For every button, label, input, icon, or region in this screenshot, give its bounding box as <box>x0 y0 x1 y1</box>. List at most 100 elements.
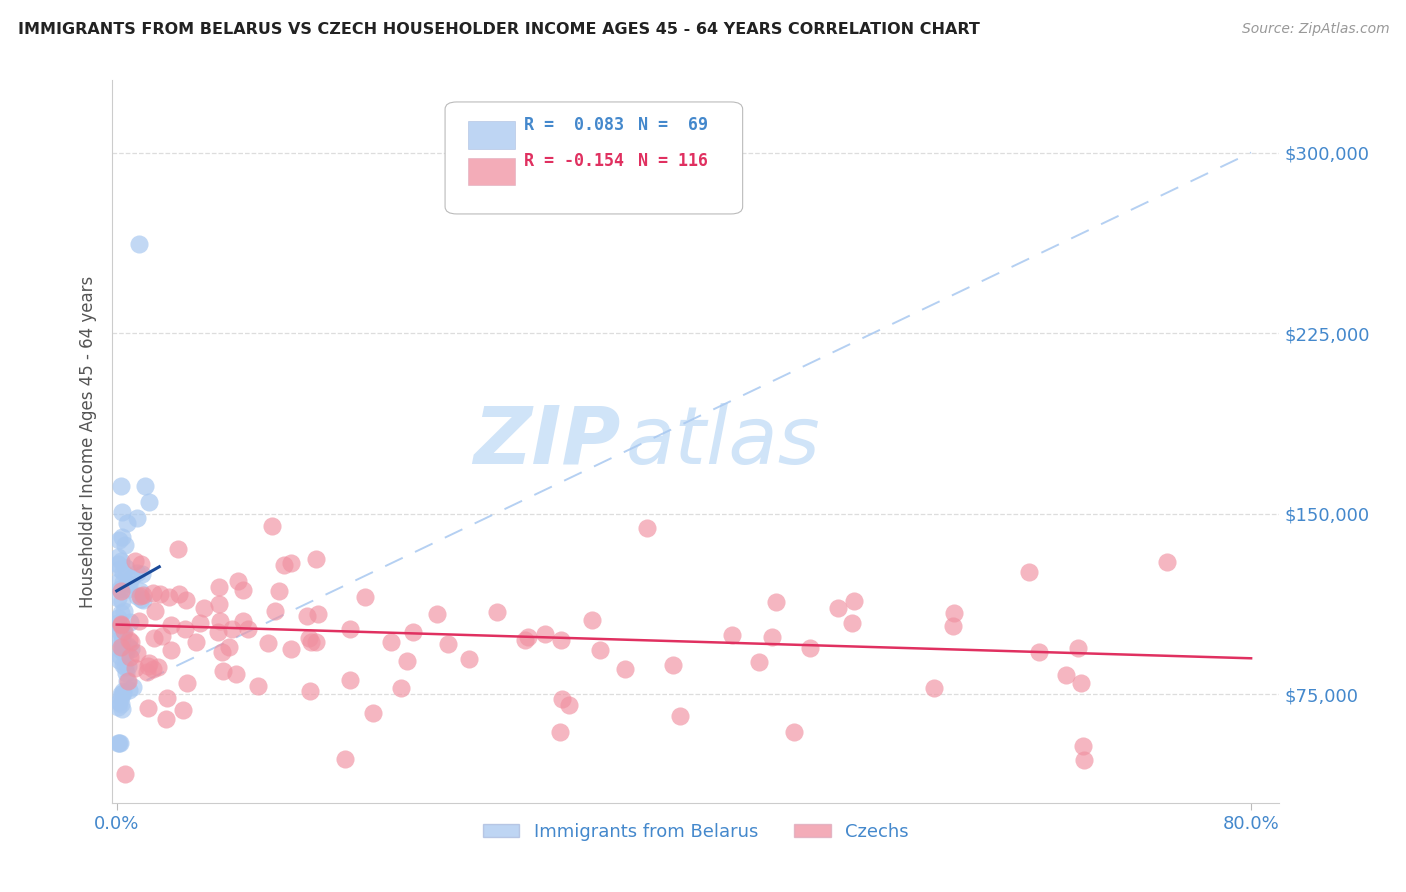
Point <box>299 683 322 698</box>
Point <box>117 582 139 597</box>
Point <box>111 632 134 646</box>
Point <box>280 641 302 656</box>
Point <box>827 601 849 615</box>
Point <box>110 478 132 492</box>
Point <box>111 594 134 608</box>
Point <box>155 712 177 726</box>
Point <box>121 680 143 694</box>
Point <box>120 635 142 649</box>
Point <box>380 635 402 649</box>
Point <box>117 640 139 654</box>
Point <box>339 673 361 688</box>
Point <box>207 624 229 639</box>
Point <box>783 724 806 739</box>
Point <box>124 660 146 674</box>
Point <box>515 633 537 648</box>
Point <box>589 643 612 657</box>
Point <box>110 643 132 657</box>
Point <box>110 554 132 568</box>
Point <box>134 479 156 493</box>
Point <box>159 643 181 657</box>
Point <box>226 574 249 588</box>
Point <box>841 615 863 630</box>
Point <box>264 604 287 618</box>
Point <box>761 630 783 644</box>
Point <box>273 558 295 573</box>
Point <box>148 659 170 673</box>
Text: IMMIGRANTS FROM BELARUS VS CZECH HOUSEHOLDER INCOME AGES 45 - 64 YEARS CORRELATI: IMMIGRANTS FROM BELARUS VS CZECH HOUSEHO… <box>18 22 980 37</box>
Point <box>110 687 132 701</box>
Point <box>108 653 131 667</box>
Point <box>132 593 155 607</box>
Point <box>108 695 131 709</box>
Point <box>110 697 132 711</box>
Point <box>110 618 132 632</box>
Point <box>127 566 149 580</box>
Text: atlas: atlas <box>626 402 821 481</box>
Point <box>581 613 603 627</box>
Point <box>111 634 134 648</box>
Point <box>173 703 195 717</box>
Point <box>232 582 254 597</box>
Point <box>437 637 460 651</box>
Point <box>118 615 141 629</box>
Point <box>225 666 247 681</box>
Point <box>115 665 138 680</box>
Point <box>112 646 135 660</box>
Point <box>118 649 141 664</box>
Point <box>131 567 153 582</box>
Point <box>136 701 159 715</box>
FancyBboxPatch shape <box>468 121 515 149</box>
Point <box>922 681 945 695</box>
Point <box>176 592 198 607</box>
Point <box>107 575 129 590</box>
Point <box>111 530 134 544</box>
Point <box>111 701 134 715</box>
Point <box>150 629 173 643</box>
Point <box>208 581 231 595</box>
Point <box>117 659 139 673</box>
Point <box>125 590 148 604</box>
Point <box>110 582 132 597</box>
Point <box>128 237 150 252</box>
Point <box>110 606 132 620</box>
Point <box>1071 739 1094 753</box>
Point <box>108 620 131 634</box>
Point <box>136 658 159 673</box>
Point <box>333 752 356 766</box>
Point <box>221 622 243 636</box>
Point <box>298 632 321 646</box>
Point <box>107 533 129 547</box>
Point <box>636 521 658 535</box>
Text: R =  0.083: R = 0.083 <box>524 116 624 134</box>
Point <box>1156 555 1178 569</box>
Point <box>110 583 132 598</box>
Point <box>517 630 540 644</box>
Point <box>169 587 191 601</box>
Point <box>236 622 259 636</box>
Point <box>118 682 141 697</box>
Point <box>942 606 965 620</box>
Point <box>117 575 139 590</box>
Point <box>550 633 572 648</box>
Point <box>142 586 165 600</box>
Point <box>112 657 135 672</box>
Point <box>260 519 283 533</box>
Point <box>132 588 155 602</box>
Point <box>149 587 172 601</box>
Point <box>156 691 179 706</box>
Point <box>127 511 149 525</box>
Point <box>108 735 131 749</box>
Point <box>128 584 150 599</box>
Point <box>305 635 328 649</box>
Point <box>212 664 235 678</box>
Text: R = -0.154: R = -0.154 <box>524 153 624 170</box>
Legend: Immigrants from Belarus, Czechs: Immigrants from Belarus, Czechs <box>477 815 915 848</box>
Point <box>131 591 153 606</box>
Point <box>558 698 581 713</box>
Point <box>613 662 636 676</box>
Point <box>173 623 195 637</box>
Point <box>107 591 129 605</box>
Point <box>551 692 574 706</box>
Point <box>120 642 142 657</box>
